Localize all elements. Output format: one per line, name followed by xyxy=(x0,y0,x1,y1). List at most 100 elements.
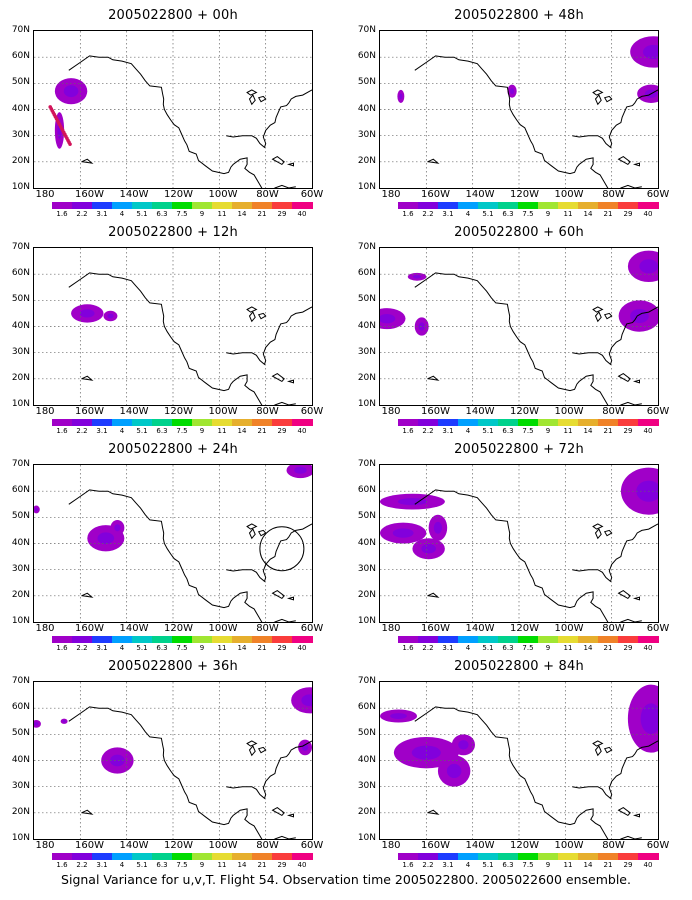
colorbar-label: 1.6 xyxy=(56,644,68,652)
island-outline xyxy=(617,590,631,600)
colorbar-label: 7.5 xyxy=(176,427,188,435)
colorbar-label: 29 xyxy=(277,861,287,869)
lon-tick-label: 100W xyxy=(208,623,238,634)
lon-tick-label: 180 xyxy=(35,189,55,200)
map-frame xyxy=(379,30,677,193)
colorbar-label: 7.5 xyxy=(176,644,188,652)
colorbar-segment xyxy=(638,636,659,643)
map-frame xyxy=(32,462,315,627)
lon-tick-label: 60W xyxy=(300,406,324,417)
island-outline xyxy=(286,596,294,601)
colorbar-label: 40 xyxy=(643,644,653,652)
colorbar xyxy=(398,419,659,426)
lon-tick-label: 60W xyxy=(646,189,670,200)
coastline xyxy=(414,272,642,410)
lat-tick-label: 50N xyxy=(357,294,376,305)
lon-tick-label: 120W xyxy=(164,623,193,634)
colorbar-segment xyxy=(232,202,253,209)
colorbar-segment xyxy=(618,202,639,209)
lon-tick-label: 100W xyxy=(208,840,238,851)
map-panel: 2005022800 + 36h 70N 60N 50N 40N 30N 20N 10N 180… xyxy=(0,651,346,869)
lat-tick-label: 60N xyxy=(357,485,376,496)
lon-tick-label: 160W xyxy=(75,406,104,417)
panel-grid: 2005022800 + 00h 70N 60N 50N 40N 30N 20N 10N 180… xyxy=(0,8,692,869)
lon-tick-label: 80W xyxy=(256,189,279,200)
colorbar-segment xyxy=(92,202,113,209)
colorbar-segment xyxy=(638,202,659,209)
colorbar-label: 6.3 xyxy=(156,210,168,218)
coastline xyxy=(414,706,642,844)
variance-core xyxy=(397,498,428,506)
colorbar-label: 21 xyxy=(603,644,613,652)
colorbar-label: 7.5 xyxy=(522,861,534,869)
lat-tick-label: 10N xyxy=(357,399,376,409)
colorbar-segment xyxy=(618,853,639,860)
map-panel: 2005022800 + 12h 70N 60N 50N 40N 30N 20N 10N 180… xyxy=(0,217,346,435)
colorbar-label: 9 xyxy=(199,427,205,435)
island-outline xyxy=(271,156,285,166)
colorbar-label: 40 xyxy=(643,210,653,218)
lat-tick-label: 30N xyxy=(11,563,30,574)
colorbar-segment xyxy=(578,853,599,860)
lake-outline xyxy=(257,529,267,537)
lat-tick-label: 70N xyxy=(357,676,376,686)
colorbar-segment xyxy=(132,202,153,209)
lat-tick-label: 60N xyxy=(357,268,376,279)
lat-tick-label: 60N xyxy=(357,51,376,62)
colorbar-segment xyxy=(458,636,479,643)
colorbar-segment xyxy=(212,636,233,643)
island-outline xyxy=(81,809,94,815)
island-outline xyxy=(271,373,285,383)
colorbar-segment xyxy=(498,419,519,426)
colorbar-segment xyxy=(252,419,273,426)
colorbar-label: 14 xyxy=(237,644,247,652)
colorbar-segment xyxy=(398,853,419,860)
map-plot xyxy=(380,682,675,844)
lon-tick-label: 180 xyxy=(381,840,401,851)
lat-tick-label: 20N xyxy=(357,806,376,817)
colorbar-label: 9 xyxy=(545,210,551,218)
lat-tick-label: 50N xyxy=(357,77,376,88)
colorbar-label: 5.1 xyxy=(482,644,494,652)
map-frame xyxy=(368,247,670,410)
map-panel: 2005022800 + 72h 70N 60N 50N 40N 30N 20N 10N 180… xyxy=(346,434,692,652)
lake-outline xyxy=(257,746,267,754)
map-plot xyxy=(31,682,329,844)
colorbar-label: 9 xyxy=(545,861,551,869)
lon-tick-label: 180 xyxy=(35,623,55,634)
lat-tick-label: 70N xyxy=(357,25,376,35)
lon-tick-label: 60W xyxy=(300,189,324,200)
colorbar-label: 3.1 xyxy=(96,861,108,869)
colorbar-label: 21 xyxy=(257,644,267,652)
lon-tick-label: 100W xyxy=(554,189,584,200)
lat-tick-label: 20N xyxy=(11,155,30,166)
variance-core xyxy=(97,532,115,545)
lake-outline xyxy=(257,312,267,320)
colorbar-segment xyxy=(478,419,499,426)
colorbar-label: 11 xyxy=(217,644,227,652)
colorbar-segment xyxy=(538,636,559,643)
lat-tick-label: 30N xyxy=(357,780,376,791)
island-outline xyxy=(632,379,640,384)
variance-core xyxy=(390,713,407,719)
lon-tick-label: 140W xyxy=(119,840,149,851)
lon-tick-label: 140W xyxy=(465,406,495,417)
variance-core xyxy=(412,275,422,279)
colorbar-segment xyxy=(598,419,619,426)
colorbar-label: 4 xyxy=(465,210,471,218)
lat-tick-label: 20N xyxy=(11,806,30,817)
island-outline xyxy=(81,592,94,598)
colorbar-label: 40 xyxy=(297,644,307,652)
lon-tick-label: 180 xyxy=(381,623,401,634)
island-outline xyxy=(271,590,285,600)
colorbar-segment xyxy=(112,202,133,209)
variance-core xyxy=(640,703,662,734)
colorbar-segment xyxy=(292,636,313,643)
colorbar-label: 4 xyxy=(465,427,471,435)
lon-tick-label: 140W xyxy=(465,840,495,851)
island-outline xyxy=(427,375,440,381)
map-frame xyxy=(33,30,313,193)
island-outline xyxy=(427,158,440,164)
colorbar-segment xyxy=(538,853,559,860)
colorbar-segment xyxy=(252,853,273,860)
